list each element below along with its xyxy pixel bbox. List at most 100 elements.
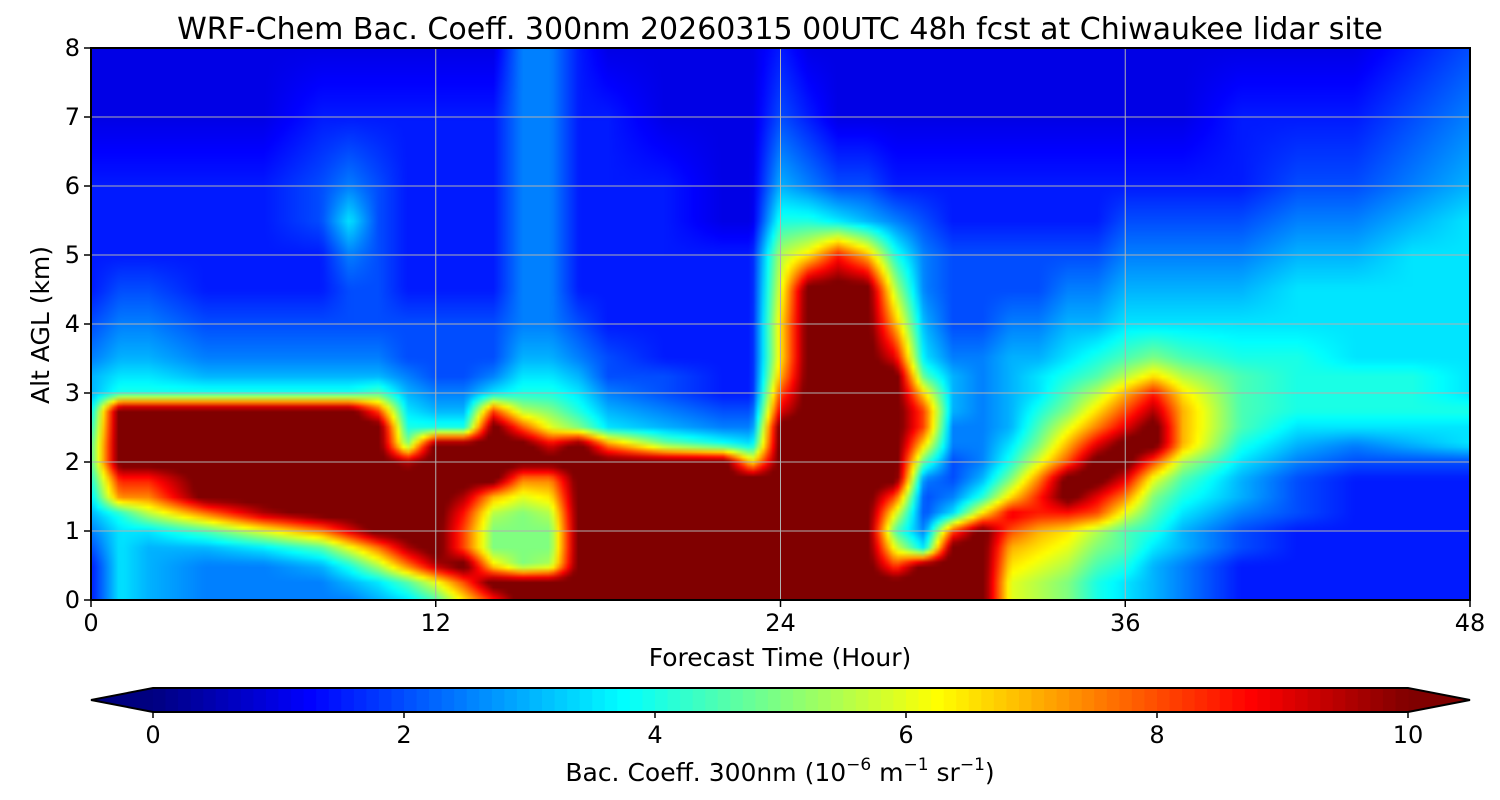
colorbar-swatch xyxy=(692,688,706,712)
colorbar-swatch xyxy=(1044,688,1058,712)
colorbar-swatch xyxy=(1269,688,1284,712)
colorbar-swatch xyxy=(291,688,305,712)
colorbar-swatch xyxy=(993,688,1007,712)
colorbar-swatch xyxy=(1257,688,1271,712)
y-tick-label: 4 xyxy=(65,310,80,338)
colorbar-swatch xyxy=(705,688,719,712)
colorbar-swatch xyxy=(918,688,932,712)
colorbar-swatch xyxy=(1182,688,1196,712)
colorbar-swatch xyxy=(1169,688,1183,712)
y-tick-label: 3 xyxy=(65,379,80,407)
colorbar-swatch xyxy=(1094,688,1108,712)
colorbar-swatch xyxy=(592,688,606,712)
colorbar-swatch xyxy=(404,688,418,712)
colorbar-swatch xyxy=(830,688,844,712)
colorbar-label-exp3: −1 xyxy=(960,755,985,775)
colorbar-swatch xyxy=(491,688,505,712)
colorbar-label-tail: sr xyxy=(929,758,961,787)
colorbar-swatch xyxy=(567,688,581,712)
colorbar-swatch xyxy=(353,688,367,712)
colorbar-swatch xyxy=(1244,688,1258,712)
x-tick-label: 36 xyxy=(1110,609,1141,637)
colorbar-swatch xyxy=(617,688,631,712)
x-axis-title: Forecast Time (Hour) xyxy=(649,643,912,672)
colorbar-swatch xyxy=(1345,688,1359,712)
colorbar-swatch xyxy=(1332,688,1346,712)
colorbar-swatch xyxy=(366,688,380,712)
x-tick-label: 24 xyxy=(765,609,796,637)
y-tick-label: 8 xyxy=(65,34,80,62)
colorbar-swatch xyxy=(767,688,782,712)
colorbar-swatch xyxy=(956,688,970,712)
colorbar-swatch xyxy=(843,688,857,712)
colorbar-swatch xyxy=(793,688,807,712)
colorbar-swatch xyxy=(1232,688,1246,712)
colorbar-swatch xyxy=(1119,688,1133,712)
colorbar-swatch xyxy=(178,688,192,712)
colorbar-swatch xyxy=(893,688,907,712)
colorbar-swatch xyxy=(1069,688,1083,712)
colorbar-swatch xyxy=(466,688,480,712)
colorbar-swatch xyxy=(1282,688,1296,712)
colorbar-swatch xyxy=(1144,688,1158,712)
colorbar-swatch xyxy=(454,688,468,712)
colorbar-label-main: Bac. Coeff. 300nm (10 xyxy=(565,758,846,787)
colorbar-swatch xyxy=(1295,688,1309,712)
colorbar-swatch xyxy=(968,688,982,712)
colorbar-swatch xyxy=(303,688,317,712)
colorbar-swatch xyxy=(1157,688,1171,712)
colorbar-label-close: ) xyxy=(985,758,995,787)
colorbar-swatch xyxy=(504,688,518,712)
colorbar-swatch xyxy=(629,688,644,712)
colorbar-ticks: 0 2 4 6 8 10 xyxy=(145,712,1423,749)
colorbar-swatch xyxy=(1219,688,1233,712)
colorbar-swatch xyxy=(416,688,430,712)
colorbar-swatch xyxy=(1382,688,1397,712)
grid-lines xyxy=(91,48,1470,600)
colorbar-swatch xyxy=(880,688,895,712)
colorbar-swatch xyxy=(1006,688,1020,712)
colorbar-swatch xyxy=(717,688,731,712)
colorbar-swatch xyxy=(730,688,744,712)
colorbar-extend-low xyxy=(91,688,153,712)
colorbar-swatch xyxy=(253,688,267,712)
colorbar-swatch xyxy=(1395,688,1409,712)
colorbar-swatch xyxy=(1307,688,1321,712)
colorbar-label-exp2: −1 xyxy=(904,755,929,775)
x-tick-label: 0 xyxy=(83,609,98,637)
colorbar-swatch xyxy=(943,688,957,712)
colorbar-swatch xyxy=(316,688,330,712)
colorbar-swatch xyxy=(429,688,443,712)
colorbar-tick-label: 8 xyxy=(1149,721,1164,749)
colorbar-swatch xyxy=(278,688,292,712)
colorbar-swatch xyxy=(516,688,531,712)
colorbar-swatch xyxy=(1357,688,1371,712)
colorbar-swatch xyxy=(165,688,179,712)
y-tick-label: 7 xyxy=(65,103,80,131)
colorbar-swatch xyxy=(378,688,393,712)
colorbar-swatch xyxy=(1320,688,1334,712)
colorbar-swatch xyxy=(554,688,568,712)
colorbar-label-mid: m xyxy=(871,758,903,787)
colorbar-swatch xyxy=(542,688,556,712)
colorbar-swatch xyxy=(667,688,681,712)
colorbar-extend-high xyxy=(1408,688,1470,712)
colorbar-swatch xyxy=(529,688,543,712)
colorbar-swatch xyxy=(328,688,342,712)
colorbar-swatch xyxy=(1031,688,1045,712)
colorbar-tick-label: 0 xyxy=(145,721,160,749)
colorbar-swatch xyxy=(265,688,280,712)
x-tick-label: 12 xyxy=(420,609,451,637)
colorbar-swatch xyxy=(1131,688,1146,712)
x-axis-ticks: 0 12 24 36 48 xyxy=(83,600,1485,637)
colorbar-tick-label: 2 xyxy=(396,721,411,749)
colorbar-swatch xyxy=(604,688,618,712)
colorbar-tick-label: 6 xyxy=(898,721,913,749)
colorbar-swatch xyxy=(855,688,869,712)
colorbar-swatch xyxy=(742,688,756,712)
colorbar-swatch xyxy=(215,688,229,712)
colorbar-swatch xyxy=(680,688,694,712)
colorbar-swatch xyxy=(642,688,656,712)
colorbar-swatch xyxy=(931,688,945,712)
colorbar-swatch xyxy=(805,688,819,712)
